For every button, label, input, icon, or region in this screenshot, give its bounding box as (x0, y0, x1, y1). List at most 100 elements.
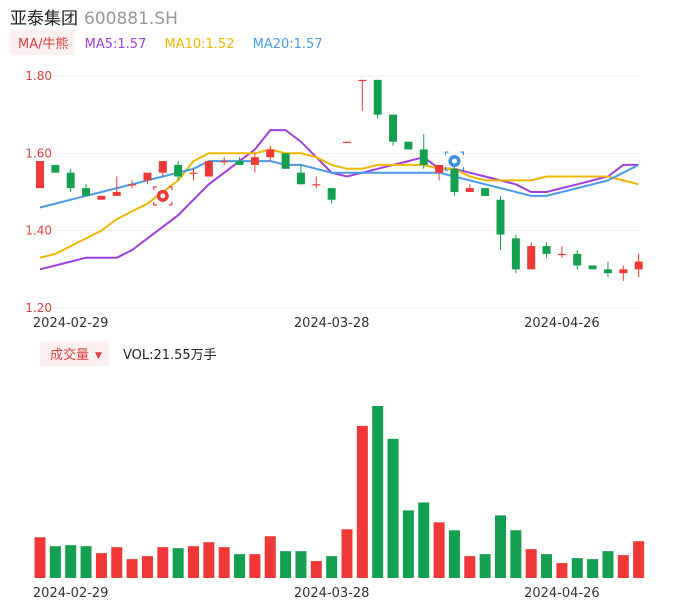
volume-bar[interactable] (218, 547, 230, 578)
volume-bar[interactable] (157, 547, 169, 578)
volume-bar[interactable] (234, 554, 246, 578)
candle[interactable] (496, 195, 505, 250)
volume-bar[interactable] (402, 510, 414, 578)
volume-bar[interactable] (448, 530, 460, 578)
volume-indicator-selector[interactable]: 成交量 ▼ (40, 341, 109, 366)
volume-bar[interactable] (188, 546, 199, 578)
candle[interactable] (266, 145, 275, 162)
volume-bar[interactable] (326, 556, 338, 578)
candle-body (174, 164, 183, 177)
volume-bar[interactable] (541, 554, 553, 578)
candle[interactable] (358, 79, 367, 111)
volume-bar[interactable] (571, 558, 583, 578)
candle-body (588, 265, 597, 270)
volume-bar[interactable] (587, 559, 599, 578)
volume-bar[interactable] (464, 556, 476, 578)
candle-body (419, 149, 428, 165)
candle-body (511, 238, 520, 270)
volume-bar[interactable] (295, 551, 307, 578)
volume-bar[interactable] (310, 561, 322, 578)
volume-bar[interactable] (264, 536, 276, 578)
volume-bar[interactable] (111, 547, 123, 578)
candle[interactable] (634, 253, 643, 278)
volume-bar[interactable] (525, 549, 537, 578)
candle[interactable] (511, 234, 520, 274)
candle[interactable] (36, 161, 44, 189)
candle[interactable] (296, 164, 305, 185)
volume-bar[interactable] (387, 438, 399, 578)
volume-bar[interactable] (602, 551, 614, 578)
candle[interactable] (619, 265, 628, 281)
volume-bar[interactable] (556, 563, 568, 578)
candle-body (189, 172, 198, 174)
volume-bar[interactable] (49, 546, 61, 578)
candle-body (465, 188, 474, 192)
volume-bar[interactable] (495, 515, 506, 578)
candle[interactable] (588, 265, 597, 270)
candle[interactable] (112, 176, 121, 196)
candle[interactable] (158, 161, 167, 177)
volume-bar[interactable] (34, 537, 46, 578)
volume-bar[interactable] (249, 554, 261, 578)
volume-bar[interactable] (356, 425, 368, 578)
volume-bar[interactable] (126, 559, 138, 578)
ma10-legend-item: MA10:1.52 (164, 37, 235, 52)
volume-bar[interactable] (341, 529, 353, 578)
candle[interactable] (327, 188, 336, 204)
candle[interactable] (97, 195, 106, 200)
candle[interactable] (235, 157, 244, 165)
volume-bar[interactable] (95, 553, 107, 578)
candle[interactable] (465, 184, 474, 192)
volume-bar[interactable] (617, 555, 629, 578)
candle[interactable] (419, 134, 428, 169)
candle-body (112, 192, 121, 196)
stock-title: 亚泰集团 600881.SH (10, 4, 178, 29)
candle[interactable] (82, 184, 91, 196)
candle[interactable] (250, 153, 259, 173)
date-tick-label: 2024-03-28 (294, 586, 370, 601)
volume-bar[interactable] (80, 546, 92, 578)
candle[interactable] (373, 79, 382, 119)
bear-icon (444, 151, 465, 171)
candle[interactable] (174, 161, 183, 181)
candle[interactable] (312, 176, 321, 189)
marker-bracket (153, 201, 157, 206)
candle[interactable] (281, 153, 290, 169)
volume-bar[interactable] (418, 502, 430, 578)
volume-bar[interactable] (203, 542, 215, 578)
candle[interactable] (204, 161, 213, 177)
candle[interactable] (542, 242, 551, 258)
candle[interactable] (557, 246, 566, 258)
volume-bar[interactable] (372, 405, 384, 578)
volume-bar[interactable] (479, 554, 491, 578)
candle[interactable] (343, 141, 351, 143)
candle[interactable] (481, 188, 490, 196)
candle-body (36, 161, 44, 189)
candle[interactable] (435, 164, 444, 181)
candle[interactable] (450, 164, 459, 196)
volume-bar[interactable] (65, 545, 77, 578)
candle[interactable] (389, 114, 398, 146)
candle-body (158, 161, 167, 173)
candle[interactable] (66, 168, 75, 192)
ma-legend: MA/牛熊 MA5:1.57 MA10:1.52 MA20:1.57 (10, 30, 337, 55)
candle[interactable] (603, 261, 612, 278)
marker-bracket (168, 186, 173, 190)
candle-body (296, 172, 305, 185)
candle[interactable] (51, 164, 60, 173)
candle[interactable] (527, 242, 536, 270)
candle[interactable] (189, 168, 198, 181)
candle-body (266, 149, 275, 158)
ma-indicator-selector[interactable]: MA/牛熊 (10, 30, 75, 55)
candle[interactable] (404, 141, 413, 150)
volume-bar[interactable] (141, 556, 153, 578)
candle[interactable] (143, 172, 152, 185)
candle[interactable] (128, 180, 137, 189)
volume-bar[interactable] (172, 548, 184, 578)
candle[interactable] (220, 157, 229, 165)
volume-bar[interactable] (433, 522, 445, 578)
volume-bar[interactable] (280, 551, 292, 578)
volume-bar[interactable] (510, 530, 522, 578)
volume-bar[interactable] (633, 541, 645, 578)
candle[interactable] (573, 250, 582, 270)
